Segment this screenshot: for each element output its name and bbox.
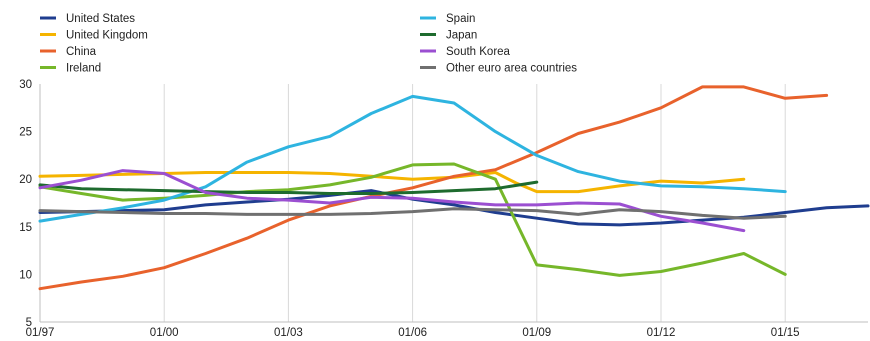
x-tick-label: 01/97 xyxy=(26,327,55,339)
y-tick-label: 25 xyxy=(19,127,32,139)
legend-label: Japan xyxy=(446,30,477,42)
legend-label: United Kingdom xyxy=(66,30,148,42)
y-tick-label: 30 xyxy=(19,79,32,91)
axis-frame xyxy=(39,84,868,323)
series-line-china xyxy=(38,85,829,291)
x-tick-label: 01/03 xyxy=(274,327,303,339)
y-tick-label: 15 xyxy=(19,222,32,234)
series-line-ireland xyxy=(38,162,787,277)
legend-item-united-states: United States xyxy=(40,13,135,25)
legend-item-ireland: Ireland xyxy=(40,63,101,75)
y-tick-labels: 5 10 15 20 25 30 xyxy=(19,79,32,329)
x-tick-label: 01/06 xyxy=(398,327,427,339)
series-line-south-korea xyxy=(38,169,746,233)
x-tick-labels: 01/97 01/00 01/03 01/06 01/09 01/12 01/15 xyxy=(26,327,800,339)
x-tick-label: 01/12 xyxy=(647,327,676,339)
legend-item-united-kingdom: United Kingdom xyxy=(40,30,148,42)
y-tick-label: 10 xyxy=(19,269,32,281)
series-line-other-euro-area-countries xyxy=(38,207,787,220)
legend-label: South Korea xyxy=(446,46,511,58)
legend-item-south-korea: South Korea xyxy=(420,46,511,58)
legend-label: United States xyxy=(66,13,135,25)
legend-label: Ireland xyxy=(66,63,101,75)
x-tick-label: 01/15 xyxy=(771,327,800,339)
legend-item-china: China xyxy=(40,46,97,58)
series-lines xyxy=(38,85,870,291)
x-tick-label: 01/00 xyxy=(150,327,179,339)
x-tick-label: 01/09 xyxy=(522,327,551,339)
legend: United States United Kingdom China Ireland S… xyxy=(40,13,577,75)
legend-label: Other euro area countries xyxy=(446,63,577,75)
legend-item-japan: Japan xyxy=(420,30,477,42)
legend-label: China xyxy=(66,46,97,58)
series-line-spain xyxy=(38,94,787,223)
y-tick-label: 5 xyxy=(26,317,32,329)
legend-label: Spain xyxy=(446,13,475,25)
y-tick-label: 20 xyxy=(19,174,32,186)
vertical-grid xyxy=(39,84,786,322)
legend-item-other-euro-area-countries: Other euro area countries xyxy=(420,63,577,75)
series-line-japan xyxy=(38,180,539,195)
legend-item-spain: Spain xyxy=(420,13,475,25)
